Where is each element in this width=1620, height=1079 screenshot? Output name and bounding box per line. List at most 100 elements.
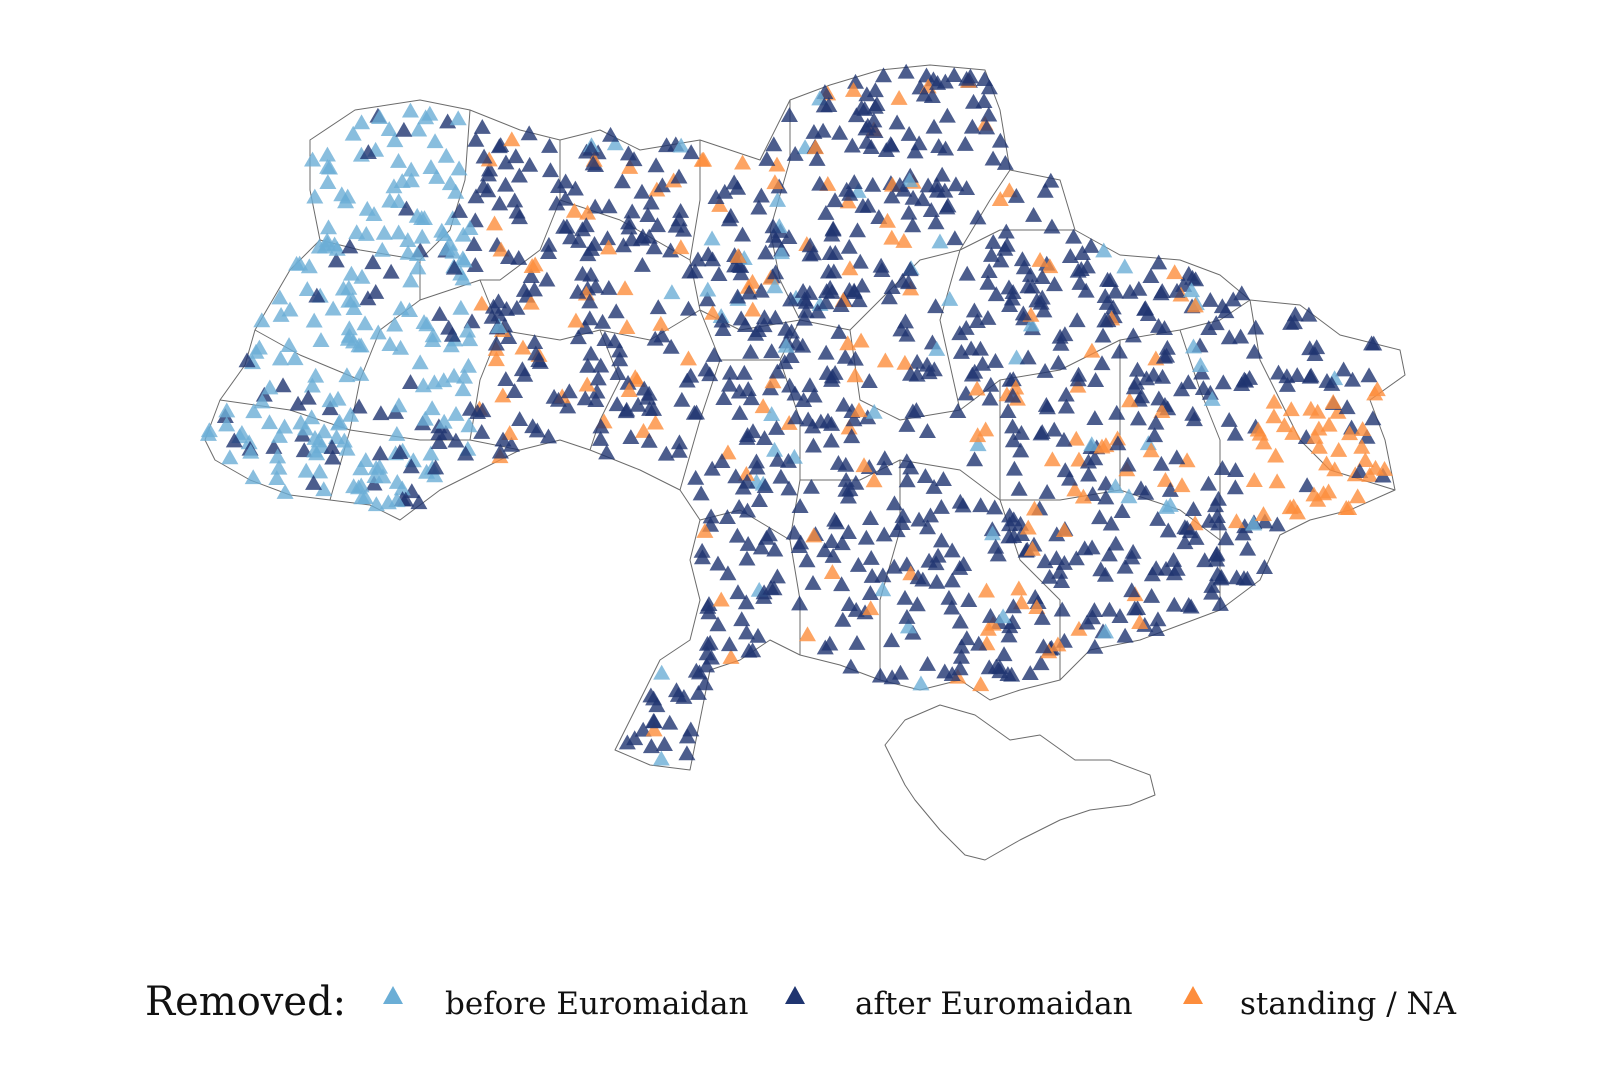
monument-marker: [306, 188, 324, 204]
monument-marker: [744, 642, 762, 658]
monument-marker: [1004, 418, 1022, 434]
monument-marker: [906, 143, 924, 159]
monument-marker: [928, 182, 946, 198]
monument-marker: [1019, 349, 1037, 365]
monument-marker: [1210, 515, 1228, 531]
oblast-boundary: [939, 249, 961, 411]
monument-marker: [729, 584, 747, 600]
monument-marker: [1146, 427, 1164, 443]
monument-marker: [447, 432, 465, 448]
monument-marker: [245, 403, 263, 419]
monument-marker: [961, 68, 979, 84]
monument-marker: [653, 177, 671, 193]
monument-marker: [390, 224, 408, 240]
monument-marker: [839, 193, 857, 209]
monument-marker: [792, 534, 810, 550]
monument-marker: [334, 280, 352, 296]
monument-marker: [734, 226, 752, 242]
monument-marker: [825, 263, 843, 279]
monument-marker: [682, 144, 700, 160]
monument-marker: [526, 256, 544, 272]
monument-marker: [885, 495, 903, 511]
monument-marker: [1305, 486, 1323, 502]
monument-marker: [408, 246, 426, 262]
monument-marker: [719, 444, 737, 460]
monument-marker: [1201, 291, 1219, 307]
monument-marker: [634, 423, 652, 438]
monument-marker: [1046, 276, 1064, 292]
monument-marker: [388, 425, 406, 441]
monument-marker: [928, 573, 946, 589]
monument-marker: [1159, 522, 1177, 538]
monument-marker: [642, 194, 660, 210]
monument-marker: [1005, 511, 1023, 527]
monument-marker: [930, 138, 948, 154]
monument-marker: [443, 326, 461, 342]
monument-marker: [885, 558, 903, 574]
monument-marker: [653, 664, 671, 680]
monument-marker: [963, 118, 981, 134]
monument-marker: [473, 295, 491, 311]
monument-marker: [938, 199, 956, 215]
monument-marker: [474, 178, 492, 194]
monument-marker: [951, 660, 969, 676]
monument-marker: [951, 325, 969, 341]
monument-marker: [642, 687, 660, 703]
monument-marker: [1268, 473, 1286, 489]
monument-marker: [840, 596, 858, 611]
monument-marker: [898, 453, 916, 469]
monument-marker: [863, 568, 881, 583]
monument-marker: [490, 138, 508, 154]
monument-marker: [756, 478, 774, 494]
monument-marker: [340, 292, 358, 308]
monument-marker: [457, 445, 475, 461]
monument-marker: [844, 81, 862, 97]
monument-marker: [785, 524, 803, 540]
monument-marker: [466, 257, 484, 273]
monument-marker: [901, 172, 919, 188]
monument-marker: [980, 79, 998, 95]
monument-marker: [618, 734, 636, 750]
monument-marker: [270, 428, 288, 443]
monument-marker: [804, 418, 822, 434]
monument-marker: [738, 624, 756, 640]
monument-marker: [701, 634, 719, 650]
monument-marker: [1179, 374, 1197, 390]
monument-marker: [687, 662, 705, 678]
monument-marker: [330, 415, 348, 431]
legend-swatch-before: [383, 986, 403, 1004]
monument-marker: [319, 219, 337, 235]
monument-marker: [1073, 245, 1091, 261]
monument-marker: [1041, 568, 1059, 584]
monument-marker: [918, 423, 936, 438]
monument-marker: [386, 316, 404, 332]
monument-marker: [487, 335, 505, 351]
monument-marker: [972, 676, 990, 692]
monument-marker: [1214, 374, 1232, 390]
monument-marker: [968, 313, 986, 328]
monument-marker: [1239, 540, 1257, 556]
monument-marker: [898, 417, 916, 432]
monument-marker: [805, 387, 823, 403]
monument-marker: [1055, 522, 1073, 538]
monument-marker: [560, 383, 578, 399]
monument-marker: [1097, 623, 1115, 639]
monument-marker: [475, 148, 493, 164]
monument-marker: [1116, 258, 1134, 274]
monument-marker: [1318, 372, 1336, 388]
monument-marker: [1147, 621, 1165, 637]
monument-marker: [465, 236, 483, 252]
monument-marker: [1324, 393, 1342, 409]
monument-marker: [858, 86, 876, 102]
monument-marker: [768, 420, 786, 435]
monument-marker: [722, 207, 740, 223]
monument-marker: [995, 646, 1013, 662]
monument-marker: [730, 498, 748, 514]
monument-marker: [1121, 392, 1139, 408]
monument-marker: [461, 400, 479, 416]
monument-marker: [1096, 288, 1114, 303]
monument-marker: [566, 180, 584, 196]
monument-marker: [1124, 543, 1142, 559]
monument-marker: [1043, 451, 1061, 467]
monument-marker: [410, 121, 428, 137]
